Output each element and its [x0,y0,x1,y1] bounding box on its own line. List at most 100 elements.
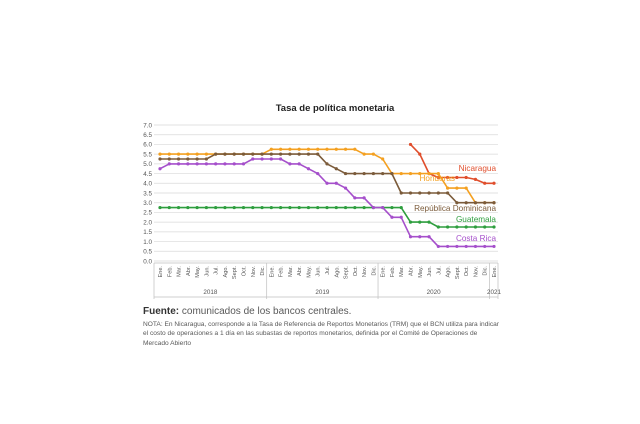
y-tick-label: 4.5 [143,171,152,178]
data-point [464,201,468,205]
data-point [362,196,366,200]
data-point [483,244,487,249]
data-point [269,152,273,156]
data-point [316,171,320,176]
data-point [260,152,264,156]
data-point [325,162,329,166]
data-point [408,191,413,195]
data-point [195,157,199,161]
data-point [279,152,283,156]
data-point [390,215,394,219]
y-tick-label: 5.0 [143,161,152,168]
data-point [427,191,431,195]
data-point [362,152,366,156]
x-tick-label: Abr. [297,266,303,276]
series-label: Costa Rica [456,234,496,243]
data-point [418,152,422,156]
data-point [158,157,162,161]
data-point [399,215,403,219]
y-tick-label: 3.0 [143,200,152,207]
data-point [390,205,394,210]
data-point [399,205,403,210]
data-point [260,205,264,210]
data-point [446,225,450,229]
data-point [371,152,375,156]
series-line [409,143,494,185]
data-point [436,225,440,229]
y-tick-label: 1.0 [143,239,152,246]
data-point [204,152,208,156]
x-tick-label: Sept. [344,266,350,280]
data-point [241,152,246,156]
x-year-label: 2018 [203,289,218,296]
data-point [436,191,440,195]
x-tick-label: Ago. [223,266,229,278]
x-tick-label: Jun. [316,266,322,277]
data-point [390,171,394,176]
x-year-label: 2019 [315,289,330,296]
x-tick-label: Abr. [409,266,415,276]
data-point [288,152,292,156]
source-label: Fuente: [143,306,180,317]
x-tick-label: Ene. [492,266,498,278]
data-point [446,244,450,249]
x-tick-label: Jun. [204,266,210,277]
data-point [269,157,273,161]
data-point [306,152,311,156]
data-point [279,157,283,161]
data-point [306,205,311,210]
data-point [427,171,431,176]
data-point [483,225,487,229]
x-tick-label: Sept. [232,266,238,280]
data-point [362,171,366,176]
data-point [408,220,413,224]
data-point [176,152,181,156]
series-lines [158,142,496,249]
data-point [241,162,246,166]
data-point [334,181,338,185]
x-tick-label: Jul. [325,266,331,275]
x-tick-label: Mar. [399,266,405,277]
data-point [492,201,496,205]
data-point [260,157,264,161]
x-axis: Ene. Feb. Mar. Abr. May. Jun. Jul. Ago. Sept. Oct… [153,262,502,299]
data-point [167,205,171,210]
data-point [158,152,162,156]
data-point [492,181,496,185]
data-point [316,147,320,151]
data-point [353,171,357,176]
y-tick-label: 0.5 [143,249,152,256]
x-tick-label: May. [418,266,424,278]
data-point [204,205,208,210]
x-tick-label: Dic. [483,266,489,276]
x-tick-label: Ago. [334,266,340,278]
data-point [279,205,283,210]
data-point [232,205,236,210]
x-tick-label: Oct. [464,266,470,277]
data-point [353,196,357,200]
source-line: Fuente: comunicados de los bancos centra… [143,306,503,317]
data-point [186,162,190,166]
data-point [158,167,162,171]
x-year-label: 2021 [487,289,502,296]
data-point [325,205,329,210]
data-point [232,152,236,156]
data-point [464,175,468,180]
x-tick-label: Feb. [167,266,173,278]
data-point [158,205,162,210]
data-point [316,152,320,156]
data-point [399,171,403,176]
data-point [186,205,190,210]
data-point [186,157,190,161]
data-point [418,191,422,195]
data-point [288,162,292,166]
x-tick-label: Mar. [177,266,183,277]
data-point [195,152,199,156]
data-point [176,205,181,210]
data-point [176,157,181,161]
x-tick-label: Ago. [446,266,452,278]
data-point [353,205,357,210]
data-point [214,152,218,156]
data-point [223,205,227,210]
data-point [483,181,487,185]
